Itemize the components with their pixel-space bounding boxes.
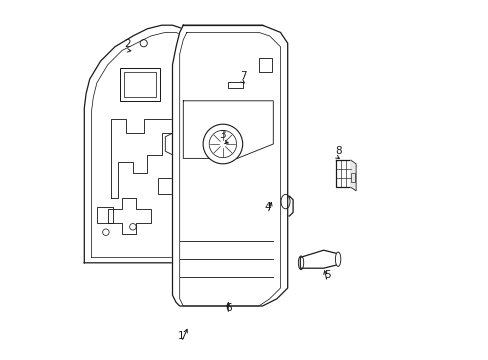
Bar	[120, 68, 160, 101]
Polygon shape	[172, 25, 287, 306]
Bar	[158, 178, 174, 194]
Bar	[97, 207, 113, 223]
FancyBboxPatch shape	[205, 283, 241, 301]
Ellipse shape	[335, 252, 340, 266]
Polygon shape	[278, 196, 292, 216]
Polygon shape	[84, 25, 194, 263]
Text: 5: 5	[324, 270, 330, 280]
Polygon shape	[336, 160, 350, 187]
Bar	[123, 72, 156, 97]
Circle shape	[203, 124, 242, 164]
Text: 8: 8	[334, 146, 341, 156]
Polygon shape	[300, 250, 337, 268]
Text: 7: 7	[240, 71, 246, 81]
Text: 1: 1	[178, 330, 184, 341]
Text: 4: 4	[264, 202, 271, 212]
Bar	[351, 173, 354, 182]
Text: 3: 3	[219, 130, 226, 140]
Polygon shape	[208, 72, 262, 86]
Text: 6: 6	[224, 303, 231, 313]
Polygon shape	[350, 160, 355, 191]
Text: 2: 2	[124, 39, 131, 49]
Bar	[228, 82, 242, 88]
Bar	[258, 58, 271, 72]
